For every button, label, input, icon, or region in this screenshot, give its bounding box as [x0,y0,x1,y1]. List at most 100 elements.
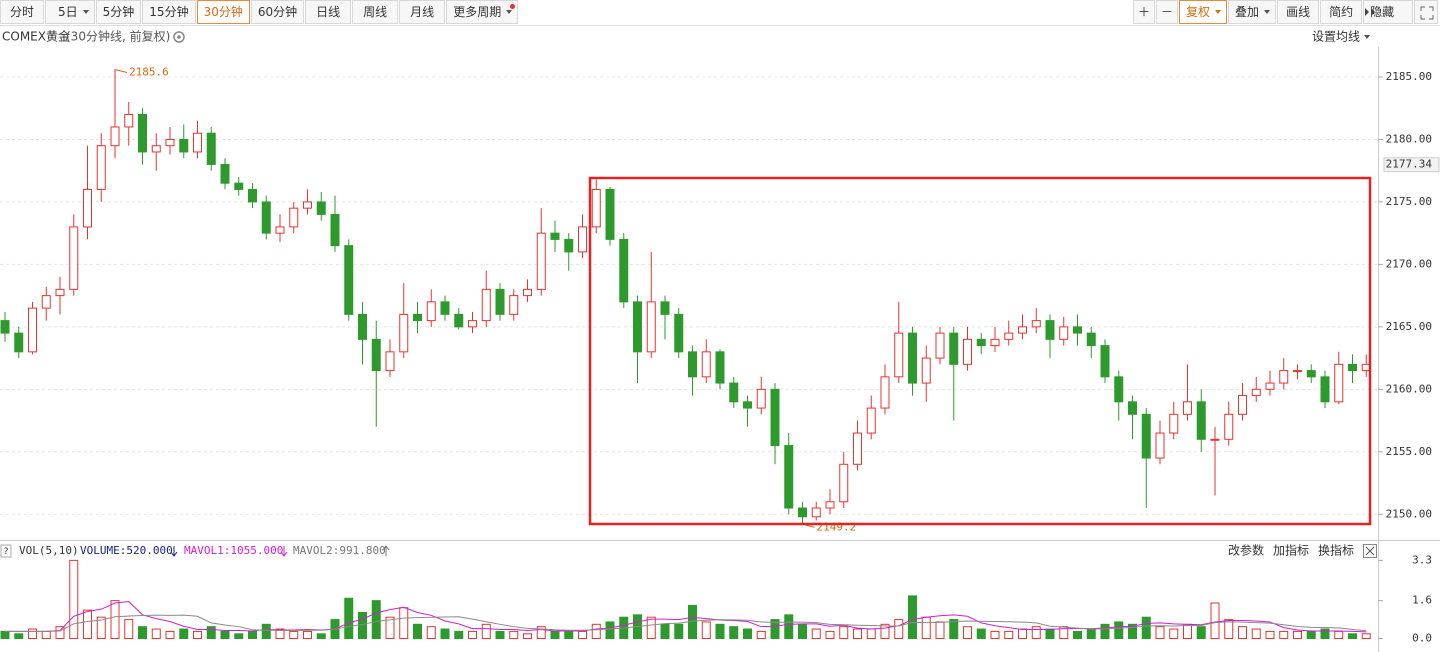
indicator-button[interactable]: 改参数 [1228,543,1264,558]
ma-settings[interactable]: 设置均线 [1312,30,1360,44]
volume-bar [729,626,739,640]
fullscreen-button[interactable] [1414,0,1439,24]
candle-body [1018,326,1027,334]
indicator-button[interactable]: 换指标 [1318,543,1354,558]
last-price-box [1383,157,1440,173]
candle-body [1128,401,1137,415]
volume-bar [1031,626,1041,640]
volume-bar [990,630,1000,640]
legend-mavol2: MAVOL2:991.800 [293,544,386,557]
candle-body [784,445,794,509]
volume-bar [83,609,92,640]
volume-bar [839,626,849,640]
candle-body [921,357,931,384]
candle-body [138,113,147,153]
candle-body [591,188,601,228]
candle-body [454,313,464,328]
trend-arrow [280,546,288,557]
volume-bar [523,633,532,640]
candle-body [894,332,904,378]
symbol: COMEX黄金 [2,29,70,44]
tool-button[interactable]: 复权 [1179,0,1228,24]
candle-body [289,207,299,228]
settings-icon[interactable] [173,31,185,43]
trend-arrow [170,546,178,557]
highlight-box [588,176,1372,526]
candle-body [701,351,711,378]
volume-bar [151,628,161,640]
period-button[interactable]: 月线 [399,0,446,24]
close-icon[interactable] [1363,544,1377,558]
period-button[interactable]: 30分钟 [196,0,250,24]
candle-body [1320,376,1330,403]
volume-bar [124,619,134,640]
volume-bar [1196,626,1206,640]
candle-body [28,307,37,353]
candle-body [385,351,395,372]
tool-button[interactable]: 叠加 [1228,0,1277,24]
volume-bar [1334,630,1344,640]
candle-body [646,301,656,353]
volume-bar [784,614,794,640]
volume-bar [426,626,436,640]
period-bar: 分时 5日 5分钟 15分钟 30分钟 60分钟 日线 周线 月线 更多周期 [0,0,519,24]
volume-bar [1086,628,1096,640]
help-icon[interactable] [0,544,12,558]
period-button[interactable]: 周线 [352,0,399,24]
candle-body [660,301,670,315]
volume-bar [1141,616,1151,640]
candle-body [468,320,477,328]
tool-button[interactable]: － [1156,0,1179,24]
tool-button[interactable]: ＋ [1133,0,1156,24]
volume-bar [1114,621,1124,640]
volume-bar [399,607,409,640]
candle-body [578,226,587,253]
candle-body [1224,413,1234,440]
period-button[interactable]: 15分钟 [142,0,196,24]
period-button[interactable]: 5日 [45,0,95,24]
candle-body [1279,370,1289,384]
volume-bar [756,630,766,640]
candle-body [866,407,876,434]
y-tick-label: 2175.00 [1386,195,1432,208]
candle-body [83,188,92,228]
candle-body [1306,370,1316,378]
volume-bar [1004,630,1014,640]
period-button[interactable]: 5分钟 [95,0,142,24]
y-tick-label: 2160.00 [1386,382,1432,395]
volume-bar [1155,626,1165,640]
tool-button[interactable]: 隐藏 [1363,0,1414,24]
volume-bar [385,616,395,640]
volume-bar [440,628,450,640]
extreme-label: 2149.2 [817,520,857,533]
tool-bar: ＋ － 复权 叠加 画线 简约 隐藏 [1133,0,1439,24]
period-button[interactable]: 分时 [0,0,45,24]
volume-bar [69,559,79,640]
period-button[interactable]: 60分钟 [250,0,305,24]
candle-body [674,313,684,353]
candle-body [316,201,326,215]
candle-body [976,338,986,347]
volume-bar [110,600,120,640]
volume-bar [853,628,862,640]
tool-button[interactable]: 画线 [1277,0,1320,24]
indicator-button[interactable]: 加指标 [1273,543,1309,558]
volume-bar [179,628,189,640]
candle-body [151,145,161,153]
candle-body [495,288,505,315]
volume-bar [963,626,972,640]
volume-bar [880,623,890,640]
volume-bar [1183,623,1192,640]
period-button[interactable]: 更多周期 [446,0,519,24]
period-button[interactable]: 日线 [305,0,352,24]
y-tick-label: 2170.00 [1386,257,1432,270]
candle-body [1265,382,1275,390]
volume-panel: 0.0 1.6 3.3 [0,553,1432,645]
candle-body [523,288,532,297]
tool-button[interactable]: 简约 [1320,0,1363,24]
candle-body [990,338,1000,347]
volume-bar [316,633,326,640]
candle-body [770,388,780,447]
